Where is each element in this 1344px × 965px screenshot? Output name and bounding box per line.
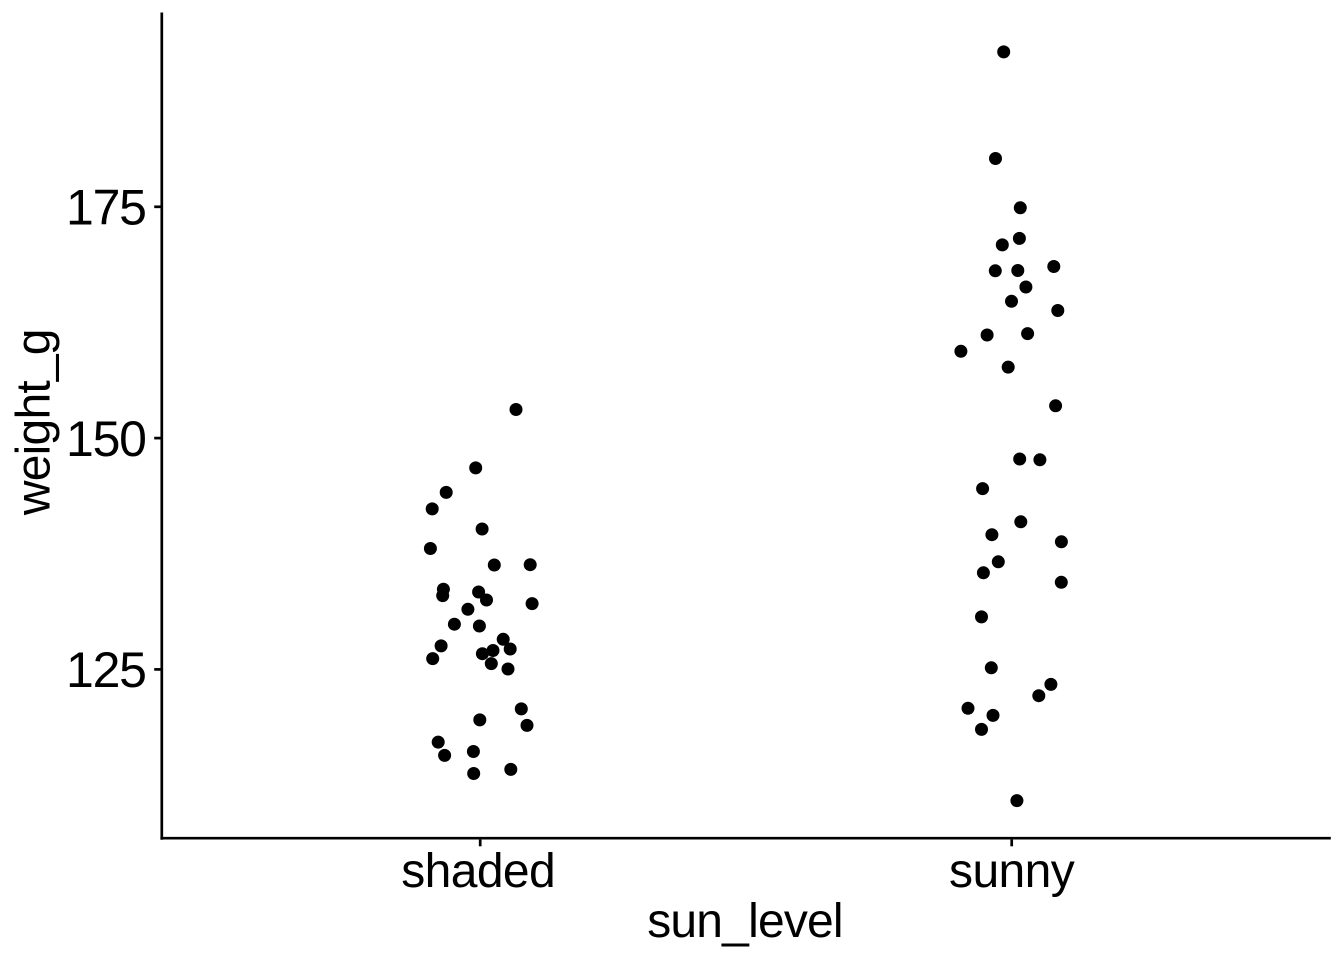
svg-text:125: 125 — [66, 642, 146, 698]
svg-text:150: 150 — [66, 411, 146, 467]
svg-text:175: 175 — [66, 180, 146, 236]
svg-text:sun_level: sun_level — [647, 895, 843, 948]
svg-text:weight_g: weight_g — [7, 329, 60, 516]
svg-text:sunny: sunny — [949, 845, 1075, 898]
svg-text:shaded: shaded — [401, 845, 555, 898]
